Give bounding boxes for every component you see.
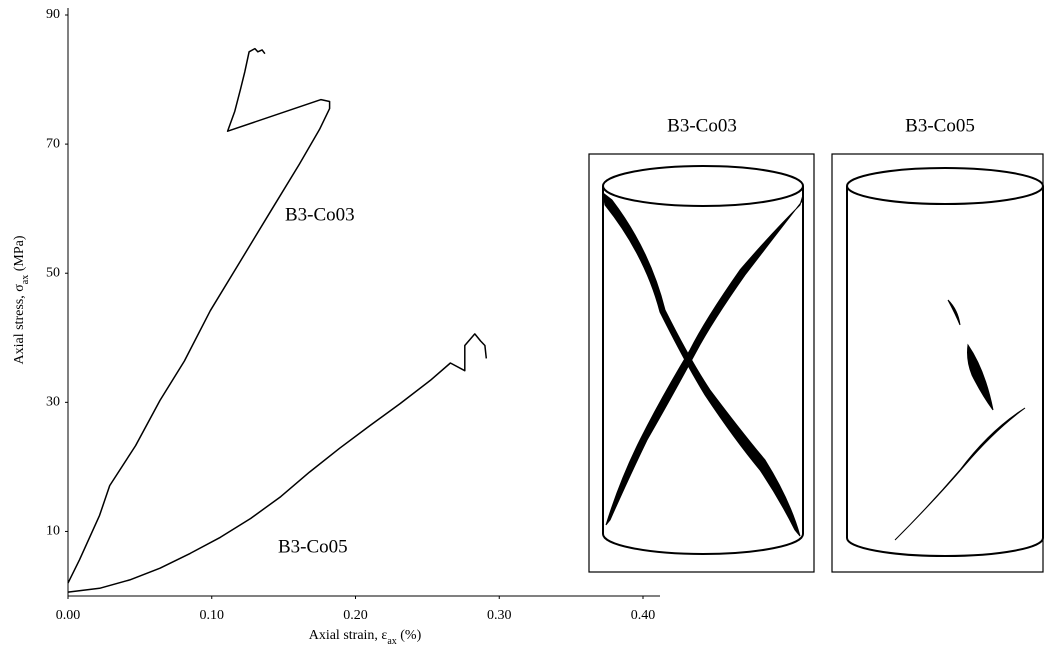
y-label-unit: (MPa) bbox=[12, 235, 27, 275]
x-tick-label: 0.00 bbox=[56, 608, 81, 623]
fracture bbox=[603, 193, 803, 536]
inset-frame bbox=[832, 154, 1043, 572]
fracture bbox=[895, 300, 1025, 540]
y-tick-label: 10 bbox=[46, 524, 60, 539]
y-tick-label: 90 bbox=[46, 7, 60, 22]
x-tick-label: 0.40 bbox=[631, 608, 656, 623]
x-tick-label: 0.20 bbox=[343, 608, 368, 623]
x-label-main: Axial strain, ε bbox=[309, 628, 388, 643]
y-tick-label: 70 bbox=[46, 136, 60, 151]
x-label-sub: ax bbox=[387, 636, 396, 647]
x-axis-label: Axial strain, εax (%) bbox=[309, 628, 422, 647]
axes bbox=[68, 8, 660, 596]
x-tick-label: 0.10 bbox=[200, 608, 225, 623]
specimen-insets: B3-Co03 B3-Co05 bbox=[589, 115, 1043, 572]
figure: Axial strain, εax (%) Axial stress, σax … bbox=[0, 0, 1044, 650]
cylinder bbox=[603, 166, 803, 554]
specimen-label: B3-Co03 bbox=[667, 115, 737, 136]
series-label: B3-Co05 bbox=[278, 536, 348, 557]
y-label-sub: ax bbox=[20, 275, 31, 284]
x-tick-label: 0.30 bbox=[487, 608, 512, 623]
y-tick-label: 50 bbox=[46, 265, 60, 280]
specimen-label: B3-Co05 bbox=[905, 115, 975, 136]
y-axis-label: Axial stress, σax (MPa) bbox=[12, 235, 31, 364]
data-line bbox=[68, 49, 330, 584]
cylinder bbox=[847, 168, 1043, 556]
x-label-unit: (%) bbox=[397, 628, 422, 643]
series-label: B3-Co03 bbox=[285, 204, 355, 225]
y-label-main: Axial stress, σ bbox=[12, 284, 27, 365]
y-tick-label: 30 bbox=[46, 395, 60, 410]
